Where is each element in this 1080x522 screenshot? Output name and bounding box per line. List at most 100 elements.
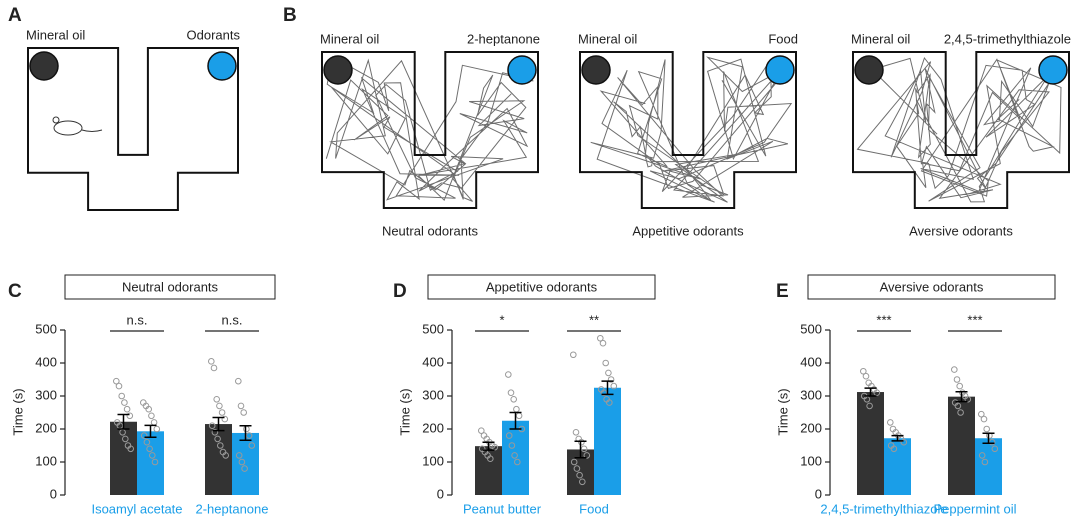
data-point <box>579 478 586 486</box>
error-bar <box>144 424 157 438</box>
data-point <box>978 452 986 459</box>
data-point <box>887 419 894 426</box>
data-point <box>123 405 131 413</box>
data-point <box>513 405 520 413</box>
data-point <box>606 399 613 406</box>
y-tick-label: 100 <box>800 453 822 468</box>
significance-label: n.s. <box>127 312 148 327</box>
y-tick-label: 200 <box>800 420 822 435</box>
data-point <box>218 409 226 416</box>
data-point <box>890 445 898 453</box>
chart-title: Neutral odorants <box>122 279 219 294</box>
odor-well <box>581 55 611 85</box>
odor-well <box>854 55 884 85</box>
data-point <box>607 376 615 383</box>
y-tick-label: 500 <box>35 321 57 336</box>
data-point <box>956 382 964 390</box>
significance-label: *** <box>876 312 891 327</box>
error-bar <box>117 413 130 430</box>
significance-label: n.s. <box>222 312 243 327</box>
y-tick-label: 500 <box>422 321 444 336</box>
data-point <box>237 402 245 410</box>
data-point <box>507 389 515 397</box>
data-point <box>514 458 521 466</box>
y-tick-label: 400 <box>800 354 822 369</box>
bar <box>475 446 502 495</box>
error-bar <box>212 416 225 432</box>
arena-caption: Neutral odorants <box>382 223 479 238</box>
chart-title: Aversive odorants <box>880 279 984 294</box>
data-point <box>511 452 518 459</box>
y-tick-label: 300 <box>422 387 444 402</box>
data-point <box>505 371 512 378</box>
title-box <box>807 274 1056 300</box>
data-point <box>153 425 161 433</box>
data-point <box>597 334 604 342</box>
odor-well <box>207 51 237 81</box>
data-point <box>113 377 120 385</box>
bar <box>884 438 911 495</box>
data-point <box>238 458 246 466</box>
y-axis-label: Time (s) <box>775 388 790 435</box>
data-point <box>573 465 581 472</box>
data-point <box>216 402 223 410</box>
trajectory <box>325 56 534 202</box>
data-point <box>148 412 155 420</box>
data-point <box>600 389 608 397</box>
y-tick-label: 300 <box>800 387 822 402</box>
data-point <box>576 471 583 479</box>
data-point <box>572 429 580 436</box>
bar <box>137 431 164 495</box>
y-axis-label: Time (s) <box>397 388 412 435</box>
bar <box>232 432 259 495</box>
data-point <box>866 402 873 410</box>
data-point <box>145 405 152 413</box>
error-bar <box>982 432 995 444</box>
title-box <box>427 274 656 300</box>
panel-label: C <box>8 281 22 302</box>
error-bar <box>509 411 522 430</box>
data-point <box>873 389 881 397</box>
data-point <box>605 369 612 377</box>
x-tick-label: Peppermint oil <box>933 501 1016 516</box>
data-point <box>208 422 216 430</box>
data-point <box>978 410 985 418</box>
bar <box>948 396 975 495</box>
y-tick-label: 400 <box>422 354 444 369</box>
data-point <box>599 339 607 347</box>
data-point <box>211 429 219 436</box>
data-point <box>491 443 499 451</box>
error-bar <box>864 387 877 397</box>
arena-label: Food <box>768 31 798 46</box>
arena-label: Mineral oil <box>26 27 85 42</box>
panel-label: E <box>776 281 789 302</box>
significance-label: ** <box>589 312 599 327</box>
arena <box>579 51 797 209</box>
trajectory <box>590 56 793 203</box>
y-tick-label: 200 <box>35 420 57 435</box>
odor-well <box>765 55 795 85</box>
y-tick-label: 100 <box>35 453 57 468</box>
y-axis-label: Time (s) <box>10 388 25 435</box>
data-point <box>478 427 485 434</box>
x-tick-label: 2-heptanone <box>195 501 268 516</box>
data-point <box>964 396 972 403</box>
data-point <box>570 458 578 466</box>
data-point <box>150 419 158 426</box>
arena-label: Mineral oil <box>851 31 910 46</box>
odor-well <box>1038 55 1068 85</box>
data-point <box>248 442 256 449</box>
arena-caption: Appetitive odorants <box>632 223 744 238</box>
y-tick-label: 300 <box>35 387 57 402</box>
data-point <box>115 382 123 390</box>
arena-label: Mineral oil <box>578 31 637 46</box>
data-point <box>121 399 128 406</box>
y-tick-label: 500 <box>800 321 822 336</box>
panel-label: B <box>283 5 297 26</box>
y-tick-label: 400 <box>35 354 57 369</box>
data-point <box>217 442 224 449</box>
data-point <box>487 455 494 463</box>
trajectory <box>856 56 1062 203</box>
error-bar <box>891 434 904 442</box>
